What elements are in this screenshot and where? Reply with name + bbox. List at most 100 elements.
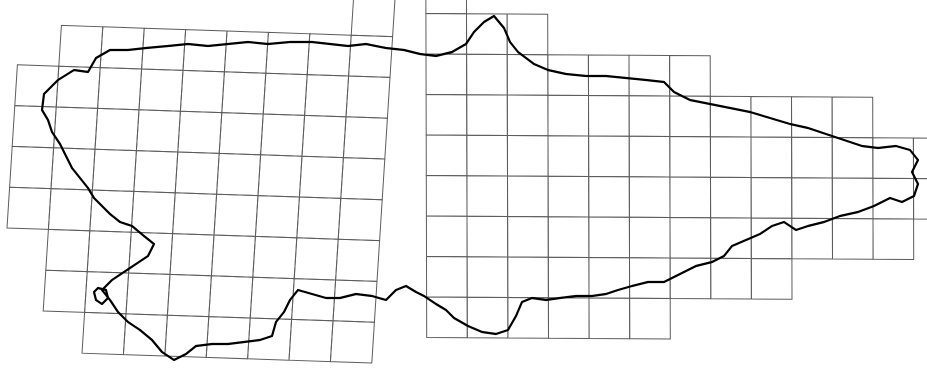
grid-cell bbox=[588, 297, 631, 340]
grid-cell-present bbox=[288, 318, 334, 363]
grid-cell bbox=[547, 135, 590, 178]
grid-cell-present bbox=[425, 255, 468, 298]
grid-cell bbox=[912, 137, 927, 180]
grid-cell bbox=[466, 53, 508, 96]
grid-east bbox=[425, 0, 927, 340]
grid-cell bbox=[791, 136, 833, 179]
grid-cell bbox=[301, 114, 347, 159]
grid-cell bbox=[750, 257, 793, 300]
grid-cell bbox=[709, 176, 752, 219]
grid-cell bbox=[628, 95, 671, 138]
grid-cell bbox=[466, 94, 508, 137]
grid-cell bbox=[507, 215, 549, 258]
grid-cell bbox=[9, 145, 55, 190]
grid-cell bbox=[172, 192, 218, 236]
grid-cell bbox=[252, 235, 298, 280]
grid-cell bbox=[466, 215, 509, 258]
grid-cell bbox=[506, 134, 549, 177]
grid-cell-present bbox=[750, 176, 793, 219]
grid-cell bbox=[342, 116, 388, 160]
grid-cell bbox=[790, 96, 833, 139]
grid-cell bbox=[872, 137, 915, 180]
grid-cell bbox=[710, 257, 752, 300]
grid-cell-present bbox=[329, 320, 375, 364]
grid-cell bbox=[86, 230, 132, 274]
grid-cell bbox=[208, 275, 254, 319]
grid-cell bbox=[45, 228, 91, 273]
grid-cell bbox=[669, 135, 712, 178]
grid-cell bbox=[669, 54, 711, 97]
grid-cell bbox=[164, 314, 210, 358]
grid-cell-present bbox=[332, 279, 378, 323]
grid-cell bbox=[425, 93, 468, 136]
grid-cell bbox=[166, 273, 212, 318]
grid-cell bbox=[337, 197, 383, 242]
grid-cell bbox=[81, 311, 127, 356]
grid-cell bbox=[6, 186, 52, 230]
grid-cell bbox=[138, 68, 184, 112]
grid-cell bbox=[91, 148, 137, 192]
grid-cell bbox=[257, 154, 303, 198]
grid-cell bbox=[216, 152, 262, 197]
grid-cell bbox=[265, 31, 311, 76]
grid-cell bbox=[221, 71, 267, 115]
grid-cell bbox=[628, 135, 671, 178]
grid-cell bbox=[709, 136, 752, 179]
grid-cell-present bbox=[291, 278, 337, 322]
grid-cell bbox=[507, 256, 549, 299]
grid-cell bbox=[218, 112, 264, 156]
grid-cell bbox=[588, 175, 630, 218]
grid-cell bbox=[89, 189, 135, 233]
grid-cell bbox=[210, 234, 256, 278]
grid-cell bbox=[169, 233, 215, 277]
grid-cell bbox=[629, 297, 671, 340]
grid-cell bbox=[506, 13, 549, 56]
grid-cell bbox=[306, 33, 352, 77]
grid-cell bbox=[547, 256, 590, 299]
grid-cell bbox=[47, 188, 93, 232]
grid-cell bbox=[425, 53, 468, 96]
grid-cell bbox=[628, 176, 671, 219]
grid-cell bbox=[750, 95, 793, 138]
grid-cell bbox=[872, 218, 915, 261]
grid-cell bbox=[628, 216, 671, 259]
grid-cell bbox=[425, 174, 468, 217]
grid-cell bbox=[298, 155, 344, 199]
grid-cell bbox=[182, 29, 228, 73]
grid-cell bbox=[912, 177, 927, 220]
grid-cell bbox=[340, 157, 386, 201]
grid-cell bbox=[588, 216, 631, 259]
grid-cell bbox=[348, 34, 394, 78]
grid-cell bbox=[260, 113, 306, 157]
grid-cell bbox=[831, 96, 874, 139]
grid-cell bbox=[425, 134, 468, 177]
grid-cell bbox=[506, 94, 549, 137]
grid-cell bbox=[296, 196, 342, 240]
grid-cell bbox=[304, 74, 350, 118]
grid-cell bbox=[750, 136, 793, 179]
grid-cell bbox=[506, 175, 549, 218]
grid-cell bbox=[125, 272, 171, 316]
grid-cell bbox=[506, 53, 549, 96]
grid-cell bbox=[179, 69, 225, 114]
grid-cell bbox=[133, 150, 179, 194]
grid-cell-present bbox=[249, 276, 295, 320]
grid-cell bbox=[247, 317, 293, 361]
grid-cell bbox=[213, 193, 259, 237]
grid-cell bbox=[128, 231, 174, 275]
grid-cell bbox=[425, 0, 468, 15]
grid-cell bbox=[177, 110, 223, 154]
grid-cell bbox=[425, 215, 468, 258]
grid-cell bbox=[135, 109, 181, 153]
grid-cell bbox=[547, 175, 590, 218]
grid-cell-present bbox=[710, 217, 752, 260]
grid-cell bbox=[94, 107, 140, 152]
grid-cell bbox=[42, 269, 88, 313]
grid-cell bbox=[547, 216, 590, 259]
grid-cell bbox=[254, 195, 300, 239]
grid-west bbox=[6, 0, 396, 364]
grid-cell bbox=[709, 95, 752, 138]
enclave-boundary bbox=[92, 286, 110, 306]
grid-cell bbox=[628, 257, 671, 300]
